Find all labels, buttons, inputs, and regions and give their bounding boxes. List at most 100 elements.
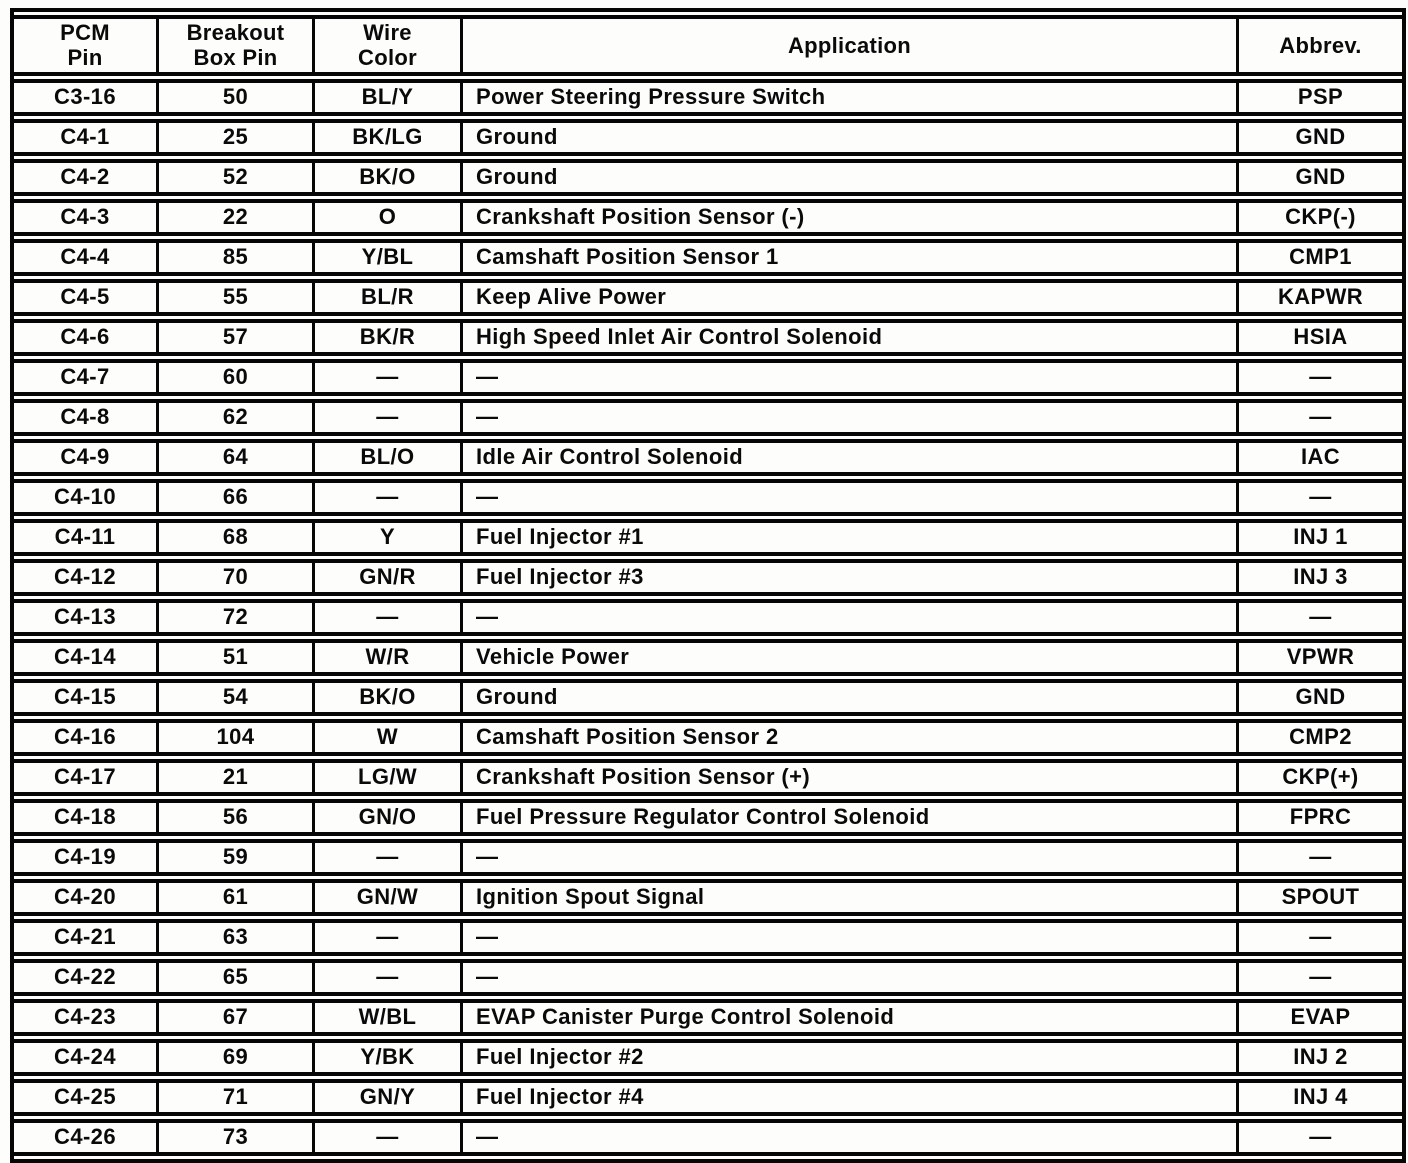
table-header-row: PCM Pin Breakout Box Pin Wire Color Appl… [14, 15, 1402, 76]
abbrev-cell: — [1239, 358, 1402, 396]
table-row: C4-12 70 GN/R Fuel Injector #3 INJ 3 [14, 558, 1402, 596]
abbrev-cell: — [1239, 598, 1402, 636]
breakout-box-pin-cell: 67 [159, 998, 315, 1036]
pcm-pin-cell: C4-25 [14, 1078, 159, 1116]
application-cell: Ground [463, 118, 1239, 156]
scanned-document-page: PCM Pin Breakout Box Pin Wire Color Appl… [10, 8, 1406, 1163]
breakout-box-pin-cell: 54 [159, 678, 315, 716]
wire-color-cell: — [315, 478, 463, 516]
breakout-box-pin-cell: 52 [159, 158, 315, 196]
abbrev-cell: PSP [1239, 78, 1402, 116]
breakout-box-pin-cell: 68 [159, 518, 315, 556]
breakout-box-pin-cell: 70 [159, 558, 315, 596]
pcm-pin-cell: C4-16 [14, 718, 159, 756]
application-cell: — [463, 838, 1239, 876]
table-row: C4-25 71 GN/Y Fuel Injector #4 INJ 4 [14, 1078, 1402, 1116]
application-cell: Camshaft Position Sensor 2 [463, 718, 1239, 756]
breakout-box-pin-cell: 104 [159, 718, 315, 756]
breakout-box-pin-cell: 71 [159, 1078, 315, 1116]
abbrev-cell: — [1239, 838, 1402, 876]
application-cell: Vehicle Power [463, 638, 1239, 676]
table-row: C4-14 51 W/R Vehicle Power VPWR [14, 638, 1402, 676]
application-cell: — [463, 958, 1239, 996]
table-row: C4-5 55 BL/R Keep Alive Power KAPWR [14, 278, 1402, 316]
wire-color-cell: GN/R [315, 558, 463, 596]
wire-color-cell: — [315, 358, 463, 396]
table-row: C4-16 104 W Camshaft Position Sensor 2 CMP2 [14, 718, 1402, 756]
breakout-box-pin-cell: 50 [159, 78, 315, 116]
pcm-pin-cell: C4-14 [14, 638, 159, 676]
application-cell: Crankshaft Position Sensor (+) [463, 758, 1239, 796]
pcm-pin-cell: C4-11 [14, 518, 159, 556]
application-cell: Ignition Spout Signal [463, 878, 1239, 916]
abbrev-cell: — [1239, 918, 1402, 956]
header-abbrev: Abbrev. [1239, 15, 1402, 76]
breakout-box-pin-cell: 69 [159, 1038, 315, 1076]
pcm-pin-cell: C4-19 [14, 838, 159, 876]
breakout-box-pin-cell: 85 [159, 238, 315, 276]
wire-color-cell: — [315, 918, 463, 956]
pcm-pin-cell: C3-16 [14, 78, 159, 116]
pcm-pin-cell: C4-4 [14, 238, 159, 276]
wire-color-cell: — [315, 398, 463, 436]
breakout-box-pin-cell: 61 [159, 878, 315, 916]
header-breakout-box-pin: Breakout Box Pin [159, 15, 315, 76]
application-cell: — [463, 918, 1239, 956]
application-cell: Keep Alive Power [463, 278, 1239, 316]
wire-color-cell: Y [315, 518, 463, 556]
wire-color-cell: GN/Y [315, 1078, 463, 1116]
abbrev-cell: EVAP [1239, 998, 1402, 1036]
application-cell: Fuel Pressure Regulator Control Solenoid [463, 798, 1239, 836]
wire-color-cell: GN/W [315, 878, 463, 916]
breakout-box-pin-cell: 65 [159, 958, 315, 996]
breakout-box-pin-cell: 55 [159, 278, 315, 316]
breakout-box-pin-cell: 22 [159, 198, 315, 236]
header-application: Application [463, 15, 1239, 76]
abbrev-cell: INJ 3 [1239, 558, 1402, 596]
pcm-pin-cell: C4-24 [14, 1038, 159, 1076]
table-body: C3-16 50 BL/Y Power Steering Pressure Switc… [14, 78, 1402, 1156]
table-row: C4-13 72— — — [14, 598, 1402, 636]
wire-color-cell: BL/R [315, 278, 463, 316]
pcm-pin-cell: C4-15 [14, 678, 159, 716]
pcm-pin-table: PCM Pin Breakout Box Pin Wire Color Appl… [10, 8, 1406, 1163]
abbrev-cell: CMP2 [1239, 718, 1402, 756]
table-row: C4-21 63— — — [14, 918, 1402, 956]
wire-color-cell: LG/W [315, 758, 463, 796]
abbrev-cell: KAPWR [1239, 278, 1402, 316]
abbrev-cell: CMP1 [1239, 238, 1402, 276]
table-row: C4-11 68 Y Fuel Injector #1 INJ 1 [14, 518, 1402, 556]
abbrev-cell: VPWR [1239, 638, 1402, 676]
wire-color-cell: — [315, 598, 463, 636]
table-row: C4-24 69 Y/BK Fuel Injector #2 INJ 2 [14, 1038, 1402, 1076]
application-cell: Fuel Injector #3 [463, 558, 1239, 596]
table-row: C4-8 62— — — [14, 398, 1402, 436]
table-row: C4-6 57 BK/R High Speed Inlet Air Control S… [14, 318, 1402, 356]
pcm-pin-cell: C4-22 [14, 958, 159, 996]
table-row: C4-7 60— — — [14, 358, 1402, 396]
application-cell: Camshaft Position Sensor 1 [463, 238, 1239, 276]
wire-color-cell: Y/BK [315, 1038, 463, 1076]
abbrev-cell: CKP(+) [1239, 758, 1402, 796]
breakout-box-pin-cell: 66 [159, 478, 315, 516]
table-row: C4-2 52 BK/O Ground GND [14, 158, 1402, 196]
wire-color-cell: BK/O [315, 158, 463, 196]
pcm-pin-cell: C4-13 [14, 598, 159, 636]
abbrev-cell: IAC [1239, 438, 1402, 476]
wire-color-cell: — [315, 958, 463, 996]
wire-color-cell: Y/BL [315, 238, 463, 276]
application-cell: — [463, 478, 1239, 516]
pcm-pin-cell: C4-23 [14, 998, 159, 1036]
header-wire-color: Wire Color [315, 15, 463, 76]
breakout-box-pin-cell: 62 [159, 398, 315, 436]
abbrev-cell: — [1239, 958, 1402, 996]
breakout-box-pin-cell: 64 [159, 438, 315, 476]
table-row: C4-18 56 GN/O Fuel Pressure Regulator Contr… [14, 798, 1402, 836]
breakout-box-pin-cell: 73 [159, 1118, 315, 1156]
application-cell: — [463, 1118, 1239, 1156]
pcm-pin-cell: C4-3 [14, 198, 159, 236]
application-cell: Ground [463, 158, 1239, 196]
abbrev-cell: GND [1239, 118, 1402, 156]
pcm-pin-cell: C4-6 [14, 318, 159, 356]
application-cell: Idle Air Control Solenoid [463, 438, 1239, 476]
